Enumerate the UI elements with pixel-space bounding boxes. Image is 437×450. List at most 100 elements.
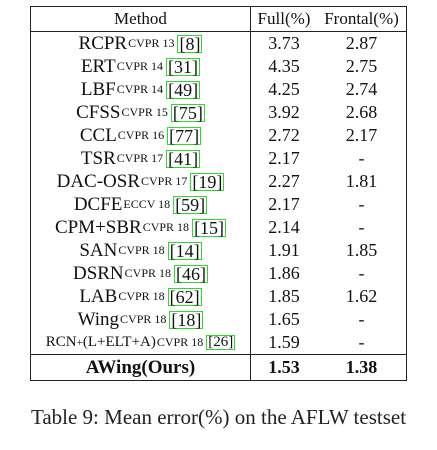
method-cell: RCPR CVPR 13 [8] xyxy=(31,32,251,55)
frontal-value: 2.68 xyxy=(345,102,378,122)
method-name: CPM+SBR xyxy=(54,216,142,238)
table-row: ERT CVPR 14 [31] 4.35 2.75 xyxy=(31,55,406,78)
frontal-value: - xyxy=(358,148,365,168)
full-value: 1.53 xyxy=(268,357,300,377)
method-name: CFSS xyxy=(76,101,121,123)
method-name: DCFE xyxy=(73,193,123,215)
full-value: 4.25 xyxy=(268,79,300,99)
venue-subscript: ECCV 18 xyxy=(123,197,171,211)
full-value: 3.73 xyxy=(268,33,300,53)
table-row: LAB CVPR 18 [62] 1.85 1.62 xyxy=(31,285,406,308)
method-name: RCN xyxy=(45,334,77,350)
citation-link[interactable]: [15] xyxy=(192,217,227,238)
venue-subscript: CVPR 14 xyxy=(116,82,164,96)
method-name: DSRN xyxy=(72,262,124,284)
method-name: RCPR xyxy=(78,32,128,54)
citation-link[interactable]: [8] xyxy=(177,33,203,54)
method-cell: DSRN CVPR 18 [46] xyxy=(31,262,251,285)
table-row: SAN CVPR 18 [14] 1.91 1.85 xyxy=(31,239,406,262)
full-value: 1.59 xyxy=(268,332,300,352)
frontal-value: 1.81 xyxy=(345,171,378,191)
frontal-value: 2.74 xyxy=(345,79,378,99)
method-cell: DCFE ECCV 18 [59] xyxy=(31,193,251,216)
table-row: DAC-OSR CVPR 17 [19] 2.27 1.81 xyxy=(31,170,406,193)
venue-subscript: CVPR 17 xyxy=(116,151,164,165)
header-method: Method xyxy=(31,7,251,31)
table-row: RCN + (L+ELT+A) CVPR 18 [26] 1.59 - xyxy=(31,331,406,354)
method-cell: RCN + (L+ELT+A) CVPR 18 [26] xyxy=(31,331,251,354)
full-value: 1.85 xyxy=(268,286,300,306)
header-frontal: Frontal(%) xyxy=(324,9,399,28)
frontal-value: - xyxy=(358,332,365,352)
table-header-row: Method Full(%) Frontal(%) xyxy=(31,7,406,32)
method-cell: SAN CVPR 18 [14] xyxy=(31,239,251,262)
venue-subscript: CVPR 16 xyxy=(117,128,165,142)
table-row: CCL CVPR 16 [77] 2.72 2.17 xyxy=(31,124,406,147)
method-cell: LBF CVPR 14 [49] xyxy=(31,78,251,101)
method-name: ERT xyxy=(80,55,116,77)
frontal-value: - xyxy=(358,263,365,283)
method-name: Wing xyxy=(77,308,120,330)
full-value: 1.86 xyxy=(268,263,300,283)
citation-link[interactable]: [46] xyxy=(174,263,209,284)
method-name: TSR xyxy=(80,147,116,169)
citation-link[interactable]: [18] xyxy=(169,309,204,330)
citation-link[interactable]: [62] xyxy=(167,286,202,307)
header-full: Full(%) xyxy=(257,9,311,28)
citation-link[interactable]: [41] xyxy=(166,148,201,169)
method-cell: LAB CVPR 18 [62] xyxy=(31,285,251,308)
citation-link[interactable]: [59] xyxy=(173,194,208,215)
venue-subscript: CVPR 18 xyxy=(156,335,204,349)
table-row: Wing CVPR 18 [18] 1.65 - xyxy=(31,308,406,331)
citation-link[interactable]: [77] xyxy=(167,125,202,146)
method-name: LAB xyxy=(79,285,118,307)
citation-link[interactable]: [26] xyxy=(206,334,236,350)
frontal-value: - xyxy=(358,217,365,237)
venue-subscript: CVPR 18 xyxy=(118,243,165,257)
full-value: 2.72 xyxy=(268,125,300,145)
table-row: LBF CVPR 14 [49] 4.25 2.74 xyxy=(31,78,406,101)
citation-link[interactable]: [14] xyxy=(167,240,202,261)
method-name-suffix: (L+ELT+A) xyxy=(82,334,156,350)
table-row: RCPR CVPR 13 [8] 3.73 2.87 xyxy=(31,32,406,55)
venue-subscript: CVPR 18 xyxy=(142,220,190,234)
venue-subscript: CVPR 13 xyxy=(128,36,175,50)
table-row-awing: AWing(Ours) 1.53 1.38 xyxy=(31,354,406,380)
full-value: 1.91 xyxy=(268,240,300,260)
method-name: CCL xyxy=(79,124,117,146)
method-name: SAN xyxy=(79,239,118,261)
venue-subscript: CVPR 18 xyxy=(118,289,165,303)
citation-link[interactable]: [49] xyxy=(166,79,201,100)
frontal-value: 1.85 xyxy=(345,240,378,260)
method-cell: DAC-OSR CVPR 17 [19] xyxy=(31,170,251,193)
method-cell: CFSS CVPR 15 [75] xyxy=(31,101,251,124)
table-row: CPM+SBR CVPR 18 [15] 2.14 - xyxy=(31,216,406,239)
full-value: 1.65 xyxy=(268,309,300,329)
table-row: DCFE ECCV 18 [59] 2.17 - xyxy=(31,193,406,216)
table-row: CFSS CVPR 15 [75] 3.92 2.68 xyxy=(31,101,406,124)
venue-subscript: CVPR 15 xyxy=(121,105,168,119)
citation-link[interactable]: [75] xyxy=(170,102,205,123)
venue-subscript: CVPR 18 xyxy=(120,312,167,326)
frontal-value: 1.38 xyxy=(345,357,378,377)
table-row: TSR CVPR 17 [41] 2.17 - xyxy=(31,147,406,170)
method-cell: Wing CVPR 18 [18] xyxy=(31,308,251,331)
frontal-value: 1.62 xyxy=(345,286,378,306)
frontal-value: 2.17 xyxy=(345,125,378,145)
citation-link[interactable]: [31] xyxy=(166,56,201,77)
venue-subscript: CVPR 14 xyxy=(116,59,164,73)
venue-subscript: CVPR 18 xyxy=(124,266,172,280)
method-cell: CPM+SBR CVPR 18 [15] xyxy=(31,216,251,239)
full-value: 2.17 xyxy=(268,148,300,168)
full-value: 2.27 xyxy=(268,171,300,191)
venue-subscript: CVPR 17 xyxy=(141,174,188,188)
results-table: Method Full(%) Frontal(%) RCPR CVPR 13 [8]… xyxy=(30,6,407,381)
frontal-value: 2.87 xyxy=(345,33,378,53)
full-value: 3.92 xyxy=(268,102,300,122)
method-cell: TSR CVPR 17 [41] xyxy=(31,147,251,170)
method-cell: CCL CVPR 16 [77] xyxy=(31,124,251,147)
full-value: 2.17 xyxy=(268,194,300,214)
method-name: DAC-OSR xyxy=(56,170,141,192)
frontal-value: - xyxy=(358,309,365,329)
citation-link[interactable]: [19] xyxy=(190,171,225,192)
